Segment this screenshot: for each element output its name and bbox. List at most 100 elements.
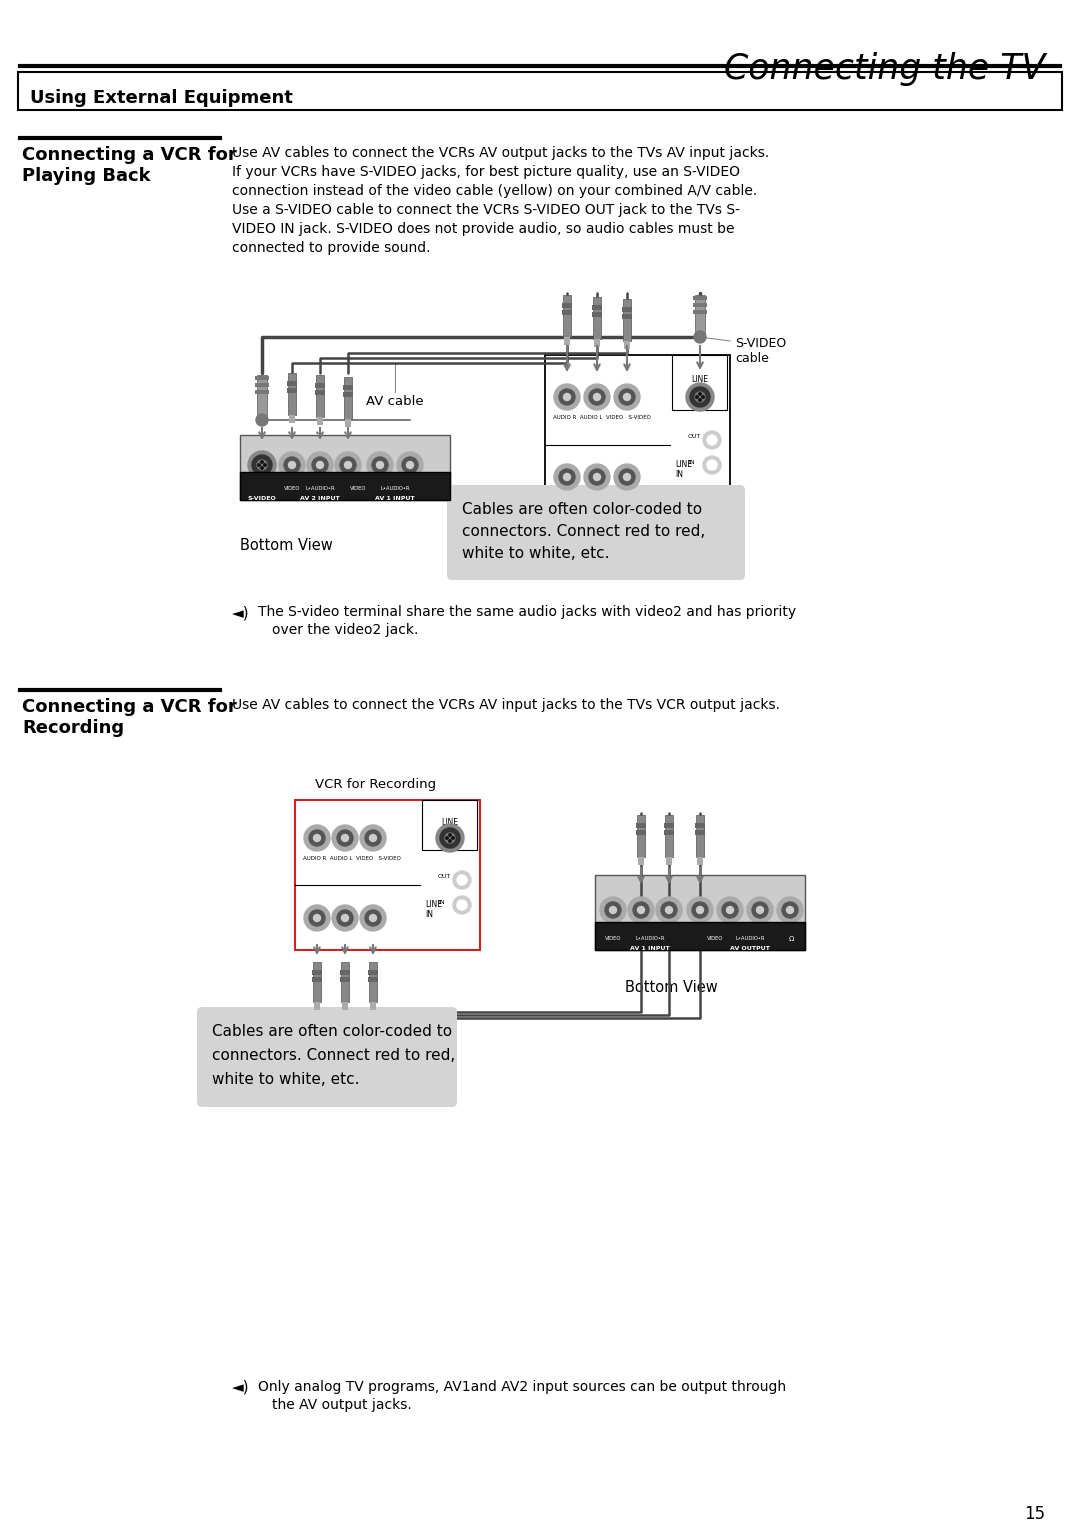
Circle shape xyxy=(696,392,705,402)
FancyBboxPatch shape xyxy=(564,337,570,345)
FancyBboxPatch shape xyxy=(315,383,325,388)
Circle shape xyxy=(619,389,635,405)
Circle shape xyxy=(369,834,377,841)
Text: connectors. Connect red to red,: connectors. Connect red to red, xyxy=(462,524,705,539)
FancyBboxPatch shape xyxy=(696,295,705,337)
Circle shape xyxy=(453,896,471,915)
FancyBboxPatch shape xyxy=(664,823,674,828)
Circle shape xyxy=(623,394,631,400)
FancyBboxPatch shape xyxy=(295,800,480,950)
Text: AV 1 INPUT: AV 1 INPUT xyxy=(631,947,670,951)
Text: If your VCRs have S-VIDEO jacks, for best picture quality, use an S-VIDEO: If your VCRs have S-VIDEO jacks, for bes… xyxy=(232,165,740,179)
Circle shape xyxy=(723,902,738,918)
FancyBboxPatch shape xyxy=(314,1002,320,1009)
Circle shape xyxy=(446,837,448,840)
Text: IN: IN xyxy=(688,460,694,464)
Text: Connecting a VCR for
Playing Back: Connecting a VCR for Playing Back xyxy=(22,147,237,185)
Circle shape xyxy=(747,896,773,922)
FancyBboxPatch shape xyxy=(369,962,377,1002)
Circle shape xyxy=(756,907,764,913)
Circle shape xyxy=(377,461,383,469)
Text: LINE
IN: LINE IN xyxy=(426,899,442,919)
FancyBboxPatch shape xyxy=(316,376,324,417)
Text: 15: 15 xyxy=(1024,1506,1045,1522)
FancyBboxPatch shape xyxy=(257,376,267,420)
Circle shape xyxy=(559,469,575,486)
Circle shape xyxy=(337,831,353,846)
Text: AUDIO R  AUDIO L  VIDEO   S-VIDEO: AUDIO R AUDIO L VIDEO S-VIDEO xyxy=(303,857,401,861)
FancyBboxPatch shape xyxy=(697,857,703,864)
Text: Only analog TV programs, AV1and AV2 input sources can be output through: Only analog TV programs, AV1and AV2 inpu… xyxy=(258,1380,786,1394)
Text: Use a S-VIDEO cable to connect the VCRs S-VIDEO OUT jack to the TVs S-: Use a S-VIDEO cable to connect the VCRs … xyxy=(232,203,740,217)
Circle shape xyxy=(252,455,272,475)
Circle shape xyxy=(699,399,701,402)
Circle shape xyxy=(782,902,798,918)
Circle shape xyxy=(369,915,377,921)
FancyBboxPatch shape xyxy=(696,831,705,835)
Text: Ω: Ω xyxy=(788,936,794,942)
FancyBboxPatch shape xyxy=(287,382,297,386)
Circle shape xyxy=(697,907,703,913)
Circle shape xyxy=(702,395,704,399)
Text: AV 2 INPUT: AV 2 INPUT xyxy=(300,496,340,501)
Circle shape xyxy=(707,435,717,444)
Circle shape xyxy=(367,452,393,478)
Circle shape xyxy=(257,460,267,470)
Circle shape xyxy=(564,394,570,400)
Text: the AV output jacks.: the AV output jacks. xyxy=(272,1399,411,1412)
FancyBboxPatch shape xyxy=(624,341,630,350)
FancyBboxPatch shape xyxy=(696,815,704,857)
Circle shape xyxy=(316,461,324,469)
Circle shape xyxy=(665,907,673,913)
Circle shape xyxy=(365,910,381,925)
Text: VIDEO IN jack. S-VIDEO does not provide audio, so audio cables must be: VIDEO IN jack. S-VIDEO does not provide … xyxy=(232,221,734,237)
Circle shape xyxy=(341,915,349,921)
FancyBboxPatch shape xyxy=(240,472,450,499)
Circle shape xyxy=(360,825,386,851)
FancyBboxPatch shape xyxy=(562,302,572,308)
Text: AV cable: AV cable xyxy=(366,395,423,408)
FancyBboxPatch shape xyxy=(638,857,644,864)
Text: Connecting a VCR for
Recording: Connecting a VCR for Recording xyxy=(22,698,237,738)
Text: The S-video terminal share the same audio jacks with video2 and has priority: The S-video terminal share the same audi… xyxy=(258,605,796,618)
Text: connectors. Connect red to red,: connectors. Connect red to red, xyxy=(212,1048,456,1063)
Text: OUT: OUT xyxy=(438,875,451,880)
Circle shape xyxy=(623,473,631,481)
Circle shape xyxy=(372,457,388,473)
Text: VIDEO: VIDEO xyxy=(605,936,621,941)
Text: ◄): ◄) xyxy=(232,1380,249,1396)
Text: VIDEO: VIDEO xyxy=(284,486,300,492)
Circle shape xyxy=(309,831,325,846)
FancyBboxPatch shape xyxy=(595,875,805,950)
FancyBboxPatch shape xyxy=(636,823,646,828)
Circle shape xyxy=(332,906,357,931)
FancyBboxPatch shape xyxy=(240,435,450,499)
FancyBboxPatch shape xyxy=(255,389,269,394)
Text: S-VIDEO
cable: S-VIDEO cable xyxy=(735,337,786,365)
Circle shape xyxy=(554,383,580,411)
Text: ◄): ◄) xyxy=(232,605,249,620)
FancyBboxPatch shape xyxy=(672,354,727,411)
Circle shape xyxy=(589,469,605,486)
Text: AV OUTPUT: AV OUTPUT xyxy=(730,947,770,951)
FancyBboxPatch shape xyxy=(368,977,378,982)
Circle shape xyxy=(589,389,605,405)
Text: LINE
IN: LINE IN xyxy=(675,460,692,479)
Circle shape xyxy=(656,896,681,922)
Circle shape xyxy=(397,452,423,478)
Circle shape xyxy=(332,825,357,851)
Circle shape xyxy=(707,460,717,470)
Circle shape xyxy=(258,464,260,466)
Circle shape xyxy=(703,457,721,473)
FancyBboxPatch shape xyxy=(370,1002,376,1009)
FancyBboxPatch shape xyxy=(18,72,1062,110)
FancyBboxPatch shape xyxy=(315,389,325,395)
FancyBboxPatch shape xyxy=(341,962,349,1002)
Circle shape xyxy=(633,902,649,918)
Text: connection instead of the video cable (yellow) on your combined A/V cable.: connection instead of the video cable (y… xyxy=(232,183,757,199)
Text: white to white, etc.: white to white, etc. xyxy=(462,547,609,560)
Circle shape xyxy=(717,896,743,922)
Circle shape xyxy=(661,902,677,918)
FancyBboxPatch shape xyxy=(623,299,631,341)
Text: VIDEO: VIDEO xyxy=(706,936,724,941)
